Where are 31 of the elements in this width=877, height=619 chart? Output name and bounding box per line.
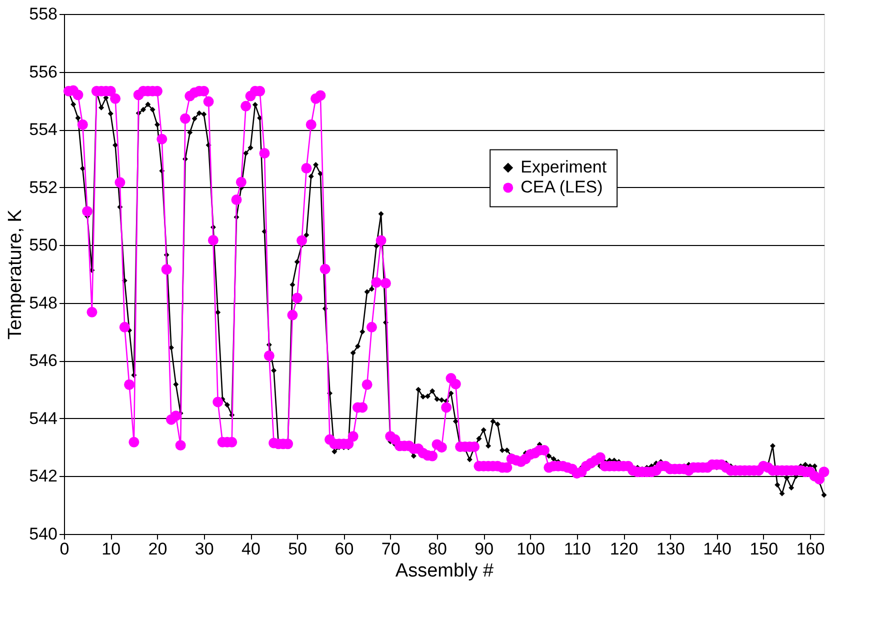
y-tick-label: 556 [29, 62, 58, 82]
x-tick-label: 150 [750, 540, 778, 558]
x-tick-label: 80 [428, 540, 447, 558]
x-tick-label: 130 [656, 540, 685, 558]
y-tick-label: 558 [29, 4, 58, 24]
x-tick-label: 50 [288, 540, 308, 558]
x-tick-label: 110 [564, 540, 591, 558]
x-tick-label: 30 [194, 540, 214, 558]
x-tick-label: 120 [610, 540, 638, 558]
y-tick-label: 550 [29, 236, 58, 255]
legend-label: Experiment [520, 158, 607, 177]
x-axis-title: Assembly # [395, 560, 494, 582]
y-tick-label: 540 [29, 524, 58, 544]
x-tick-label: 60 [334, 540, 354, 558]
y-tick-label: 548 [29, 293, 58, 312]
x-tick-label: 20 [148, 540, 168, 558]
y-axis-title: Temperature, K [5, 209, 26, 340]
x-tick-label: 140 [703, 540, 732, 558]
y-tick-label: 546 [29, 351, 58, 370]
y-tick-label: 542 [29, 466, 58, 486]
x-tick-label: 70 [381, 540, 400, 558]
y-tick-label: 552 [29, 178, 58, 197]
y-tick-label: 554 [29, 120, 58, 140]
x-tick-label: 10 [102, 540, 121, 558]
y-tick-label: 544 [29, 408, 58, 428]
x-tick-label: 0 [60, 540, 70, 558]
x-tick-label: 100 [516, 540, 545, 558]
x-tick-label: 160 [796, 540, 825, 558]
x-tick-label: 40 [242, 540, 260, 558]
x-tick-label: 90 [474, 540, 494, 558]
legend-label: CEA (LES) [520, 178, 603, 197]
